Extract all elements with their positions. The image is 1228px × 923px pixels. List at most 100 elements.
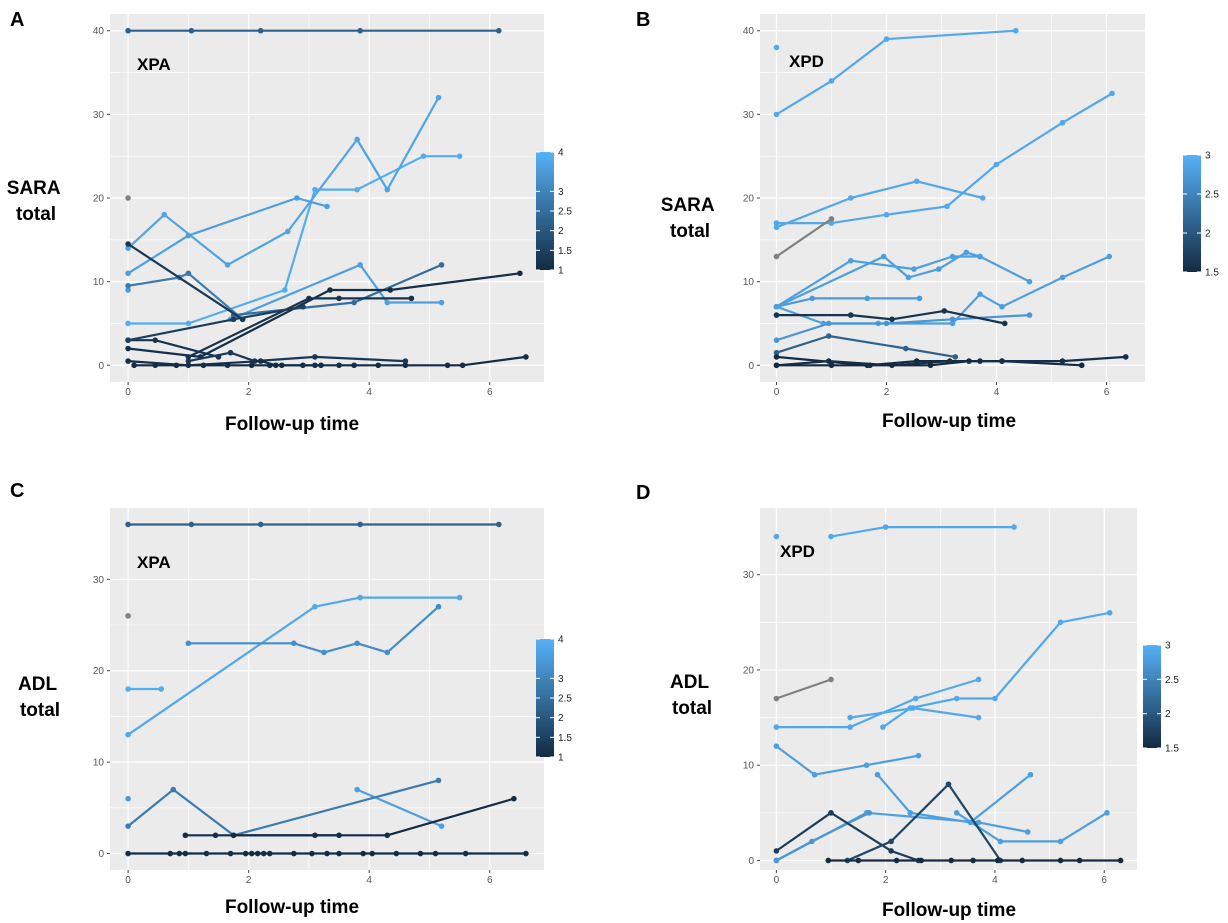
data-point: [773, 253, 780, 260]
x-tick-label: 0: [774, 875, 780, 886]
data-point: [224, 362, 231, 369]
data-point: [188, 521, 195, 528]
colorbar-tick-label: 2: [1205, 229, 1211, 240]
panel-c: C ADL total Follow-up time 0 2 4 6 0 10 20 30 X…: [10, 480, 572, 918]
series-line: [127, 242, 244, 321]
series-1: [773, 44, 780, 51]
data-point: [125, 320, 131, 327]
data-point: [847, 724, 853, 730]
y-tick-label: 40: [93, 26, 105, 37]
series-3: [125, 153, 463, 327]
data-point: [185, 358, 192, 364]
data-point: [291, 850, 297, 857]
data-point: [773, 857, 780, 864]
data-point: [125, 245, 131, 251]
data-point: [369, 850, 376, 857]
x-tick-label: 6: [487, 875, 493, 886]
series-1: [773, 533, 780, 540]
data-point: [224, 262, 231, 268]
data-point: [1024, 829, 1031, 835]
y-tick-label: 10: [743, 761, 755, 772]
data-point: [438, 299, 445, 306]
data-point: [312, 186, 318, 193]
x-tick-label: 4: [366, 875, 372, 886]
x-tick-label: 4: [992, 875, 998, 886]
data-point: [902, 345, 909, 352]
data-point: [354, 136, 360, 143]
series-line: [846, 783, 1002, 862]
data-point: [278, 362, 285, 369]
y-axis-label-line2: total: [672, 698, 712, 719]
series-line: [775, 180, 984, 229]
data-point: [459, 362, 466, 369]
series-line: [187, 605, 440, 654]
y-tick-label: 20: [743, 665, 755, 676]
colorbar-c: 1 1.5 2 2.5 3 4: [536, 635, 572, 764]
data-point: [438, 262, 445, 268]
y-axis-label-line2: total: [16, 204, 56, 225]
data-point: [1106, 253, 1113, 260]
panel-letter-b: B: [636, 9, 650, 31]
series-6: [880, 609, 1113, 730]
series-line: [127, 596, 461, 736]
data-point: [1019, 857, 1026, 864]
colorbar-tick-label: 2.5: [1165, 675, 1179, 686]
series-3: [773, 178, 986, 231]
colorbar-tick-label: 3: [558, 187, 564, 198]
data-point: [911, 266, 917, 272]
data-point: [828, 676, 834, 683]
data-point: [888, 848, 894, 854]
data-point: [462, 850, 469, 857]
data-point: [517, 270, 523, 277]
colorbar-tick-label: 3: [1205, 151, 1211, 162]
data-point: [773, 533, 780, 540]
series-line: [356, 788, 443, 828]
data-point: [905, 274, 912, 281]
data-point: [953, 810, 960, 816]
data-point: [880, 253, 887, 260]
data-point: [324, 850, 330, 857]
data-point: [999, 303, 1005, 310]
x-tick-label: 6: [1104, 387, 1110, 398]
data-point: [977, 291, 983, 297]
data-point: [384, 649, 391, 656]
series-14: [825, 857, 1124, 864]
y-tick-label: 10: [743, 277, 755, 288]
data-point: [825, 333, 832, 339]
data-point: [999, 358, 1005, 364]
data-point: [963, 249, 970, 256]
data-point: [997, 838, 1004, 845]
data-point: [354, 640, 360, 647]
series-17: [131, 354, 529, 369]
y-tick-label: 0: [98, 849, 104, 860]
series-6: [125, 287, 131, 293]
y-tick-label: 0: [748, 361, 754, 372]
data-point: [351, 299, 357, 306]
y-tick-label: 30: [743, 110, 755, 121]
data-point: [918, 857, 924, 864]
data-point: [975, 819, 982, 826]
data-point: [915, 752, 922, 759]
series-7: [773, 743, 922, 778]
colorbar-tick-label: 3: [1165, 641, 1171, 652]
x-tick-label: 0: [125, 387, 131, 398]
data-point: [945, 781, 952, 788]
data-point: [773, 312, 780, 318]
data-point: [182, 832, 189, 839]
data-point: [384, 299, 391, 306]
data-point: [176, 850, 183, 857]
data-point: [227, 349, 234, 356]
data-point: [357, 27, 363, 34]
data-point: [158, 686, 165, 692]
data-point: [152, 362, 159, 369]
data-point: [994, 857, 1001, 864]
series-4: [125, 94, 442, 268]
colorbar-tick-label: 1.5: [558, 246, 572, 257]
data-point: [408, 295, 415, 302]
series-line: [881, 611, 1111, 729]
y-axis-label-c: ADL total: [18, 674, 62, 721]
data-point: [949, 253, 956, 260]
data-point: [351, 362, 357, 369]
data-point: [438, 823, 445, 829]
panel-d: D ADL total Follow-up time 0 2 4 6 0 10 20 30 X…: [636, 482, 1179, 921]
